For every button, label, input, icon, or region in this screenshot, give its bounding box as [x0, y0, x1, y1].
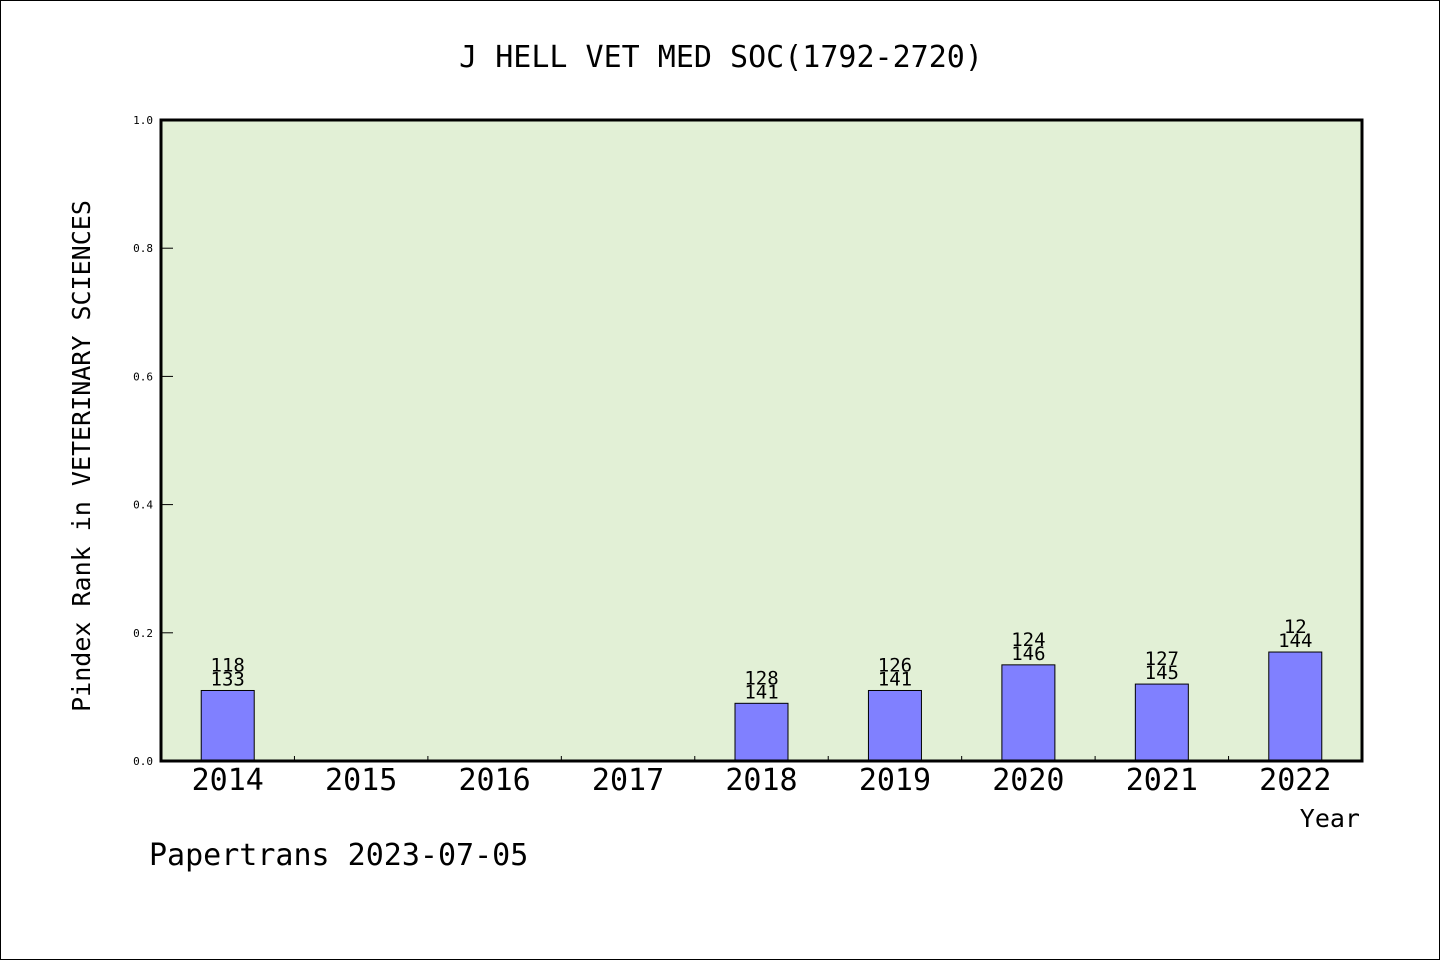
x-tick-label: 2021 [1126, 763, 1198, 798]
bar-2020 [1001, 664, 1056, 762]
plot-border [159, 118, 1364, 763]
bar-label-bottom: 141 [878, 668, 912, 690]
bar-label-top: 128 [744, 667, 778, 689]
bar-label-bottom: 141 [744, 681, 778, 703]
x-tick-label: 2020 [992, 763, 1064, 798]
x-tick-label: 2016 [458, 763, 530, 798]
bar-label-bottom: 144 [1278, 630, 1312, 652]
bar-label-bottom: 146 [1011, 643, 1045, 665]
x-tick-label: 2015 [325, 763, 397, 798]
bar-label-top: 12 [1284, 616, 1307, 638]
x-tick-label: 2017 [592, 763, 664, 798]
x-axis-ticks: 2014 2015 2016 2017 2018 2019 2020 2021 2022 [192, 756, 1331, 798]
y-tick-label: 0.4 [133, 499, 153, 512]
bars [200, 651, 1323, 762]
bar-label-top: 124 [1011, 629, 1045, 651]
x-tick-label: 2014 [192, 763, 264, 798]
bar-2014 [200, 689, 255, 762]
x-tick-label: 2018 [725, 763, 797, 798]
bar-2019 [867, 689, 922, 762]
bar-2022 [1268, 651, 1323, 762]
x-tick-label: 2022 [1259, 763, 1331, 798]
y-tick-label: 0.2 [133, 627, 153, 640]
bar-label-top: 126 [878, 654, 912, 676]
chart-title: J HELL VET MED SOC(1792-2720) [459, 40, 983, 75]
x-tick-label: 2019 [859, 763, 931, 798]
bar-label-bottom: 145 [1145, 662, 1179, 684]
bar-2018 [734, 702, 789, 762]
y-tick-label: 1.0 [133, 114, 153, 127]
bar-label-top: 118 [211, 654, 245, 676]
bar-label-bottom: 133 [211, 668, 245, 690]
y-tick-label: 0.8 [133, 242, 153, 255]
y-tick-label: 0.6 [133, 370, 153, 383]
bar-label-top: 127 [1145, 648, 1179, 670]
y-axis-label: Pindex Rank in VETERINARY SCIENCES [67, 200, 96, 712]
plot-area [161, 120, 1362, 761]
y-tick-label: 0.0 [133, 755, 153, 768]
bar-2021 [1134, 683, 1189, 762]
footer-credit: Papertrans 2023-07-05 [149, 838, 528, 873]
x-axis-label: Year [1300, 804, 1360, 833]
